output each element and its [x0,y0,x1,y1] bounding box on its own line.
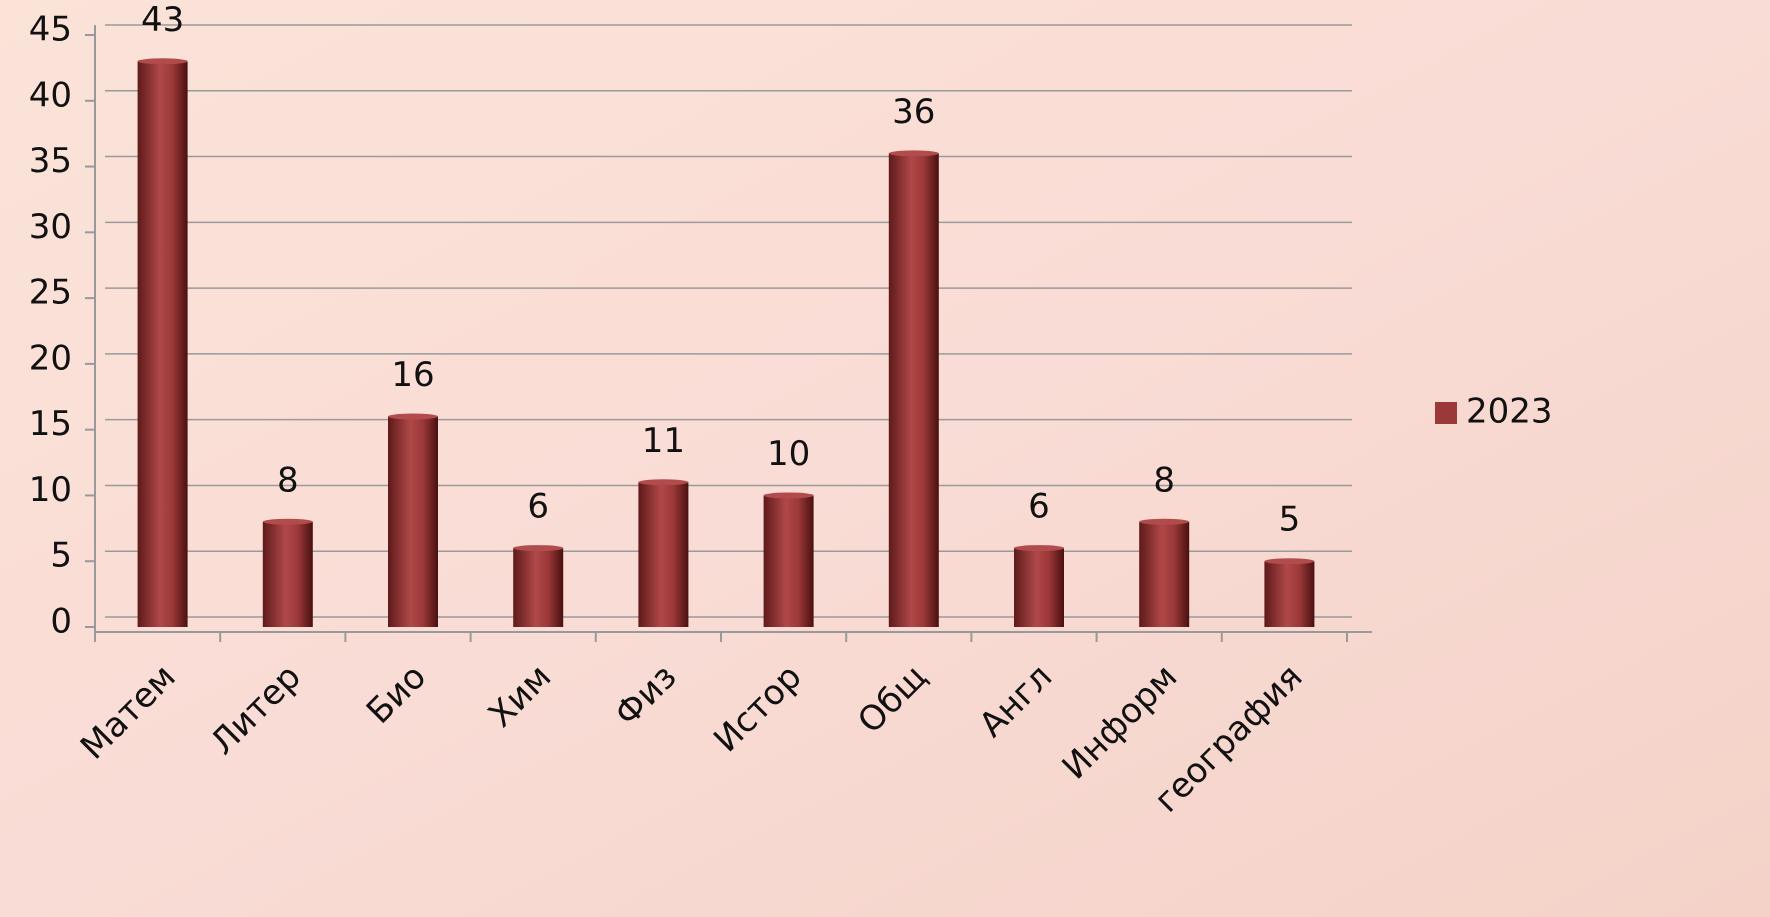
data-label: 11 [642,421,685,461]
data-label: 6 [1028,487,1050,527]
y-tick-label: 40 [29,75,72,115]
data-label: 8 [1153,460,1175,500]
legend-label: 2023 [1466,392,1553,432]
y-tick-label: 25 [29,273,72,313]
page: 051015202530354045Матем43Литер8Био16Хим6… [0,0,1770,917]
bar-top [263,519,313,525]
bar-top [889,150,939,156]
bar [889,153,939,627]
y-tick-label: 0 [50,602,72,642]
y-tick-label: 15 [29,404,72,444]
bar-top [138,58,188,64]
bar [764,495,814,627]
y-tick-label: 10 [29,470,72,510]
data-label: 16 [391,355,434,395]
bar [513,548,563,627]
bar [1139,522,1189,627]
data-label: 10 [767,434,810,474]
data-label: 5 [1279,500,1301,540]
y-tick-label: 45 [29,10,72,50]
bar-top [764,492,814,498]
bar-top [1014,545,1064,551]
data-label: 43 [141,0,184,40]
bar-top [1139,519,1189,525]
bar-top [1264,558,1314,564]
bar-top [513,545,563,551]
bar [638,482,688,627]
y-tick-label: 5 [50,536,72,576]
y-tick-label: 35 [29,141,72,181]
y-tick-label: 30 [29,207,72,247]
bar [388,417,438,627]
bar [263,522,313,627]
legend-swatch [1435,402,1457,424]
bar [1264,561,1314,627]
data-label: 8 [277,460,299,500]
bar-top [638,479,688,485]
data-label: 6 [527,487,549,527]
data-label: 36 [892,92,935,132]
y-tick-label: 20 [29,338,72,378]
chart: 051015202530354045Матем43Литер8Био16Хим6… [0,0,1770,917]
bar-top [388,414,438,420]
background [0,0,1770,917]
bar [1014,548,1064,627]
bar [138,61,188,627]
